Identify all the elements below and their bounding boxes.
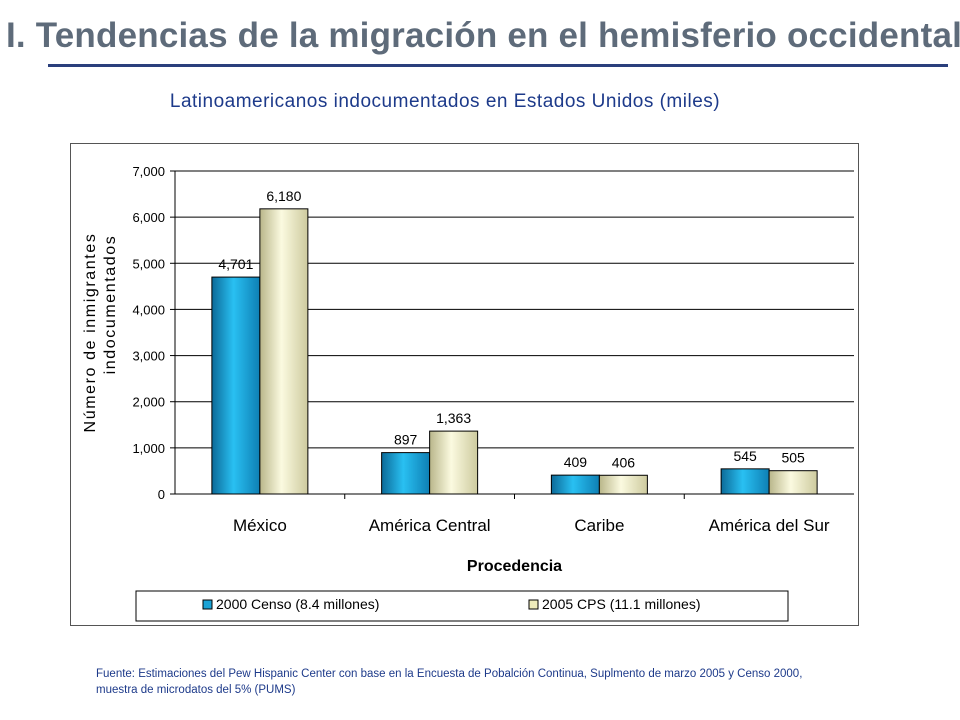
y-tick-label: 7,000 (132, 164, 165, 179)
bar (768, 470, 818, 495)
bar-chart: 0 1,000 2,000 3,000 4,000 5,000 6,000 7,000 4,70… (82, 164, 854, 622)
y-tick-label: 6,000 (132, 210, 165, 225)
data-label: 409 (564, 454, 588, 470)
category-label: América del Sur (709, 516, 830, 535)
data-label: 545 (733, 448, 757, 464)
bar (429, 430, 479, 495)
y-axis-title-line-2: indocumentados (102, 235, 119, 375)
x-axis-title: Procedencia (467, 558, 562, 575)
bar (211, 276, 261, 495)
data-label: 505 (781, 450, 805, 466)
title-rule (48, 64, 948, 67)
y-tick-label: 3,000 (132, 349, 165, 364)
chart-panel: 0 1,000 2,000 3,000 4,000 5,000 6,000 7,000 4,70… (70, 143, 859, 626)
category-label: Caribe (574, 516, 624, 535)
bar (720, 468, 770, 495)
y-axis-title-line-1: Número de inmigrantes (82, 233, 99, 433)
category-label: México (233, 516, 287, 535)
category-label: América Central (369, 516, 491, 535)
slide-title: I. Tendencias de la migración en el hemi… (6, 16, 960, 55)
chart-heading: Latinoamericanos indocumentados en Estad… (169, 91, 721, 112)
data-label: 406 (612, 454, 636, 470)
bar (381, 452, 431, 495)
bar (598, 474, 648, 495)
y-tick-label: 0 (158, 487, 165, 502)
legend-swatch (202, 599, 213, 610)
data-label: 897 (394, 432, 418, 448)
legend-label: 2005 CPS (11.1 millones) (542, 596, 700, 612)
data-label: 4,701 (218, 256, 253, 272)
legend-box (135, 590, 789, 622)
y-tick-label: 1,000 (132, 441, 165, 456)
bar (550, 474, 600, 495)
y-tick-label: 2,000 (132, 395, 165, 410)
y-tick-label: 5,000 (132, 256, 165, 271)
bar (259, 208, 309, 495)
legend-swatch (528, 599, 539, 610)
source-line-2: muestra de microdatos del 5% (PUMS) (96, 684, 296, 696)
source-note: Fuente: Estimaciones del Pew Hispanic Ce… (96, 666, 936, 698)
data-label: 6,180 (266, 188, 301, 204)
y-tick-label: 4,000 (132, 302, 165, 317)
source-line-1: Fuente: Estimaciones del Pew Hispanic Ce… (96, 668, 803, 680)
data-label: 1,363 (436, 410, 471, 426)
legend-label: 2000 Censo (8.4 millones) (216, 596, 379, 612)
